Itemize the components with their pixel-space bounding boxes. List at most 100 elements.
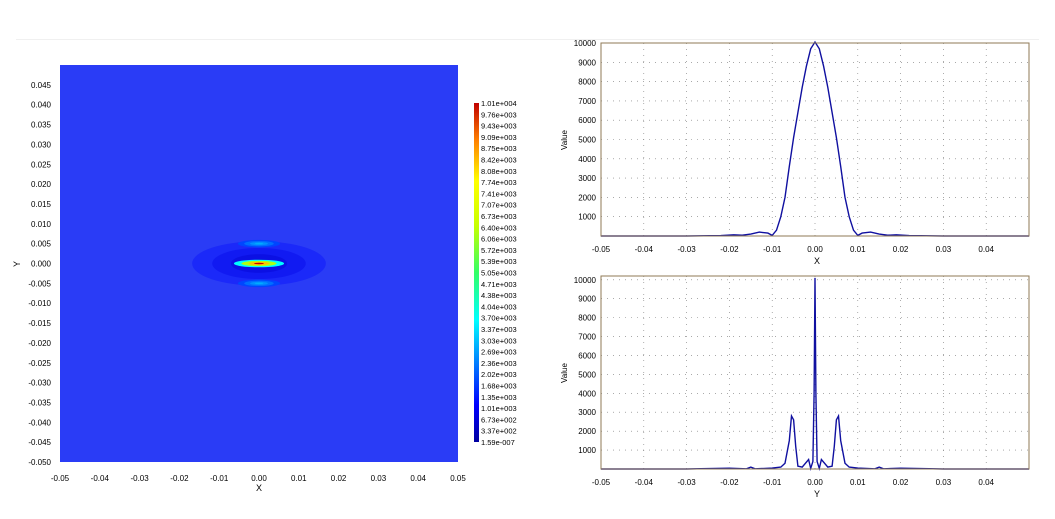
heatmap-x-tick-label: 0.03 (371, 474, 387, 483)
heatmap-x-axis-label: X (256, 483, 262, 493)
y-tick-label: 10000 (574, 39, 597, 48)
y-tick-label: 6000 (578, 116, 596, 125)
heatmap-y-tick-label: -0.025 (28, 359, 51, 368)
x-tick-label: -0.04 (635, 478, 654, 487)
colorbar-label: 4.04e+003 (481, 302, 517, 311)
colorbar-label: 1.01e+004 (481, 99, 517, 108)
x-tick-label: 0.04 (978, 245, 994, 254)
y-tick-label: 8000 (578, 78, 596, 87)
x-profile-frame (600, 42, 1030, 237)
colorbar-label: 2.36e+003 (481, 359, 517, 368)
heatmap-y-tick-label: 0.030 (31, 140, 52, 149)
colorbar-label: 1.01e+003 (481, 404, 517, 413)
colorbar-label: 8.42e+003 (481, 156, 517, 165)
colorbar-label: 9.76e+003 (481, 110, 517, 119)
heatmap-y-tick-label: -0.020 (28, 339, 51, 348)
y-profile-x-axis-label: Y (814, 489, 820, 499)
heatmap-y-tick-label: -0.010 (28, 299, 51, 308)
colorbar-label: 1.35e+003 (481, 393, 517, 402)
heatmap-y-tick-label: -0.030 (28, 379, 51, 388)
colorbar-label: 6.73e+002 (481, 415, 517, 424)
heatmap-y-axis-label: Y (12, 261, 22, 267)
colorbar-label: 1.68e+003 (481, 382, 517, 391)
colorbar-label: 5.39e+003 (481, 257, 517, 266)
y-tick-label: 8000 (578, 314, 596, 323)
y-profile-frame (600, 275, 1030, 470)
y-tick-label: 5000 (578, 370, 596, 379)
y-tick-label: 10000 (574, 276, 597, 285)
x-profile-series-line (601, 40, 1029, 237)
colorbar-label: 7.07e+003 (481, 201, 517, 210)
x-tick-label: -0.05 (592, 245, 611, 254)
heatmap-x-tick-label: 0.02 (331, 474, 347, 483)
y-tick-label: 9000 (578, 295, 596, 304)
colorbar-label: 6.40e+003 (481, 223, 517, 232)
x-tick-label: -0.01 (763, 245, 782, 254)
colorbar-label: 1.59e-007 (481, 438, 515, 447)
colorbar-label: 8.75e+003 (481, 144, 517, 153)
x-tick-label: -0.02 (720, 478, 739, 487)
colorbar-label: 9.43e+003 (481, 122, 517, 131)
colorbar-label: 7.41e+003 (481, 189, 517, 198)
colorbar-label: 8.08e+003 (481, 167, 517, 176)
heatmap-y-tick-label: 0.035 (31, 121, 52, 130)
colorbar (474, 103, 479, 442)
y-profile-series-line (601, 277, 1029, 472)
heatmap-y-tick-label: -0.035 (28, 398, 51, 407)
heatmap-y-tick-label: 0.020 (31, 180, 52, 189)
colorbar-label: 3.37e+002 (481, 427, 517, 436)
x-tick-label: 0.00 (807, 478, 823, 487)
heatmap-x-tick-label: 0.01 (291, 474, 307, 483)
y-tick-label: 6000 (578, 351, 596, 360)
heatmap-y-tick-label: -0.050 (28, 458, 51, 467)
heatmap-y-tick-label: -0.005 (28, 279, 51, 288)
x-tick-label: -0.04 (635, 245, 654, 254)
heatmap-y-tick-label: 0.045 (31, 81, 52, 90)
heatmap-x-tick-label: 0.00 (251, 474, 267, 483)
heatmap-x-tick-label: -0.01 (210, 474, 229, 483)
heatmap-x-tick-label: 0.04 (410, 474, 426, 483)
x-profile-y-axis-label: Value (560, 130, 569, 150)
x-profile-x-axis-label: X (814, 256, 820, 266)
x-tick-label: -0.01 (763, 478, 782, 487)
colorbar-label: 3.37e+003 (481, 325, 517, 334)
y-tick-label: 5000 (578, 136, 596, 145)
y-tick-label: 4000 (578, 155, 596, 164)
colorbar-label: 2.02e+003 (481, 370, 517, 379)
y-tick-label: 3000 (578, 408, 596, 417)
x-tick-label: 0.01 (850, 245, 866, 254)
y-profile-chart: 1000 2000 3000 4000 5000 6000 7000 8000 9000 1000… (560, 275, 1030, 499)
heatmap-y-tick-label: 0.000 (31, 260, 52, 269)
heatmap-y-tick-label: 0.025 (31, 160, 52, 169)
colorbar-label: 5.72e+003 (481, 246, 517, 255)
x-tick-label: -0.05 (592, 478, 611, 487)
x-tick-label: -0.03 (677, 245, 696, 254)
y-tick-label: 2000 (578, 427, 596, 436)
y-tick-label: 1000 (578, 446, 596, 455)
heatmap-x-tick-label: 0.05 (450, 474, 466, 483)
heatmap-x-tick-label: -0.04 (91, 474, 110, 483)
x-tick-label: 0.02 (893, 478, 909, 487)
x-profile-chart: 1000 2000 3000 4000 5000 6000 7000 8000 9000 1000… (560, 39, 1030, 266)
y-tick-label: 9000 (578, 58, 596, 67)
heatmap-y-tick-label: 0.005 (31, 240, 52, 249)
heatmap-y-tick-label: -0.040 (28, 418, 51, 427)
heatmap-hotspot (253, 262, 265, 265)
x-tick-label: 0.02 (893, 245, 909, 254)
x-tick-label: 0.00 (807, 245, 823, 254)
heatmap-x-tick-label: -0.05 (51, 474, 70, 483)
y-tick-label: 2000 (578, 193, 596, 202)
top-divider (16, 39, 1039, 40)
heatmap-y-tick-label: 0.040 (31, 101, 52, 110)
colorbar-label: 4.38e+003 (481, 291, 517, 300)
colorbar-label: 4.71e+003 (481, 280, 517, 289)
colorbar-label: 6.06e+003 (481, 235, 517, 244)
x-tick-label: 0.01 (850, 478, 866, 487)
heatmap-hotspot (254, 282, 264, 285)
y-tick-label: 4000 (578, 389, 596, 398)
heatmap-chart: -0.05 -0.04 -0.03 -0.02 -0.01 0.00 0.01 0.02 0.0… (12, 65, 517, 493)
heatmap-hotspot (254, 242, 264, 245)
x-tick-label: -0.03 (677, 478, 696, 487)
x-tick-label: 0.03 (936, 245, 952, 254)
heatmap-y-tick-label: 0.015 (31, 200, 52, 209)
